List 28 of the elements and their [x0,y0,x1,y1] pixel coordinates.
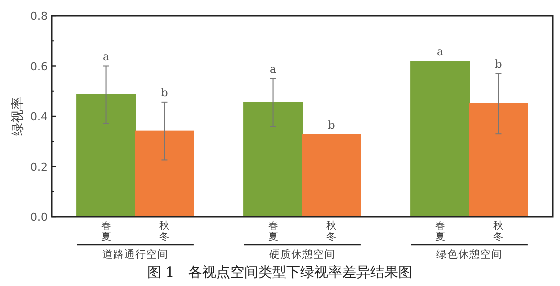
annotation: a [102,50,110,64]
annotation: b [161,86,168,100]
annotation: a [436,46,444,59]
x-tick-label: 道路通行空间 [102,248,168,261]
text: 春夏 [268,221,278,243]
x-tick-label: 硬质休憩空间 [270,248,336,261]
annotation: b [328,118,336,132]
y-tick-label: 0.2 [30,160,48,174]
text: 秋冬 [494,221,504,243]
bar [469,103,528,218]
series-label: 春夏 [101,221,112,243]
text: 秋冬 [326,221,337,243]
annotation: b [495,58,502,71]
bar [76,94,136,218]
bar [302,134,362,218]
bar [135,130,194,218]
y-tick-label: 0.6 [30,60,48,74]
bar [410,61,470,218]
y-axis-title: 绿视率 [10,97,26,136]
series-label: 秋冬 [160,220,170,243]
annotation: a [270,62,277,76]
y-tick-label: 0.0 [30,211,48,224]
x-tick-label: 绿色休憩空间 [436,248,502,261]
text: 图 1 各视点空间类型下绿视率差异结果图 [147,265,413,281]
bar [244,102,303,218]
text: 春夏 [435,221,446,243]
y-tick-label: 0.4 [30,110,48,124]
y-tick-label: 0.8 [30,10,48,23]
